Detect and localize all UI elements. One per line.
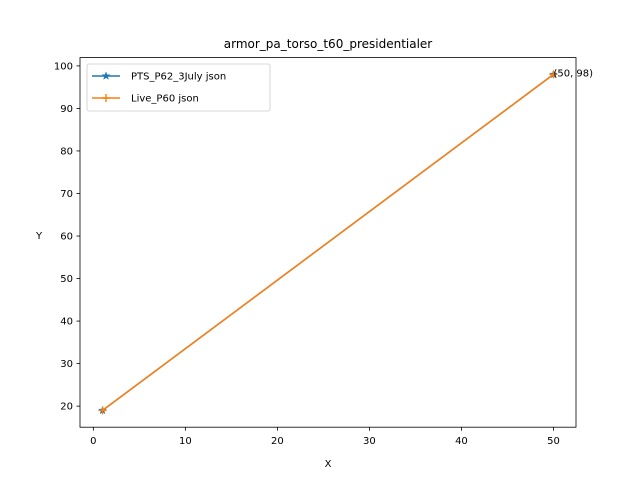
y-tick-label: 90 <box>60 104 73 115</box>
y-tick-label: 40 <box>60 317 73 328</box>
x-axis: 0 10 20 30 40 50 <box>90 427 560 447</box>
legend-label: PTS_P62_3July json <box>131 72 226 83</box>
legend-frame <box>86 63 271 112</box>
x-tick-label: 50 <box>547 436 560 447</box>
legend-item: Live_P60 json <box>92 94 199 105</box>
y-tick-label: 50 <box>60 274 73 285</box>
legend-item: PTS_P62_3July json <box>92 71 226 83</box>
chart-title: armor_pa_torso_t60_presidentialer <box>224 37 433 51</box>
series-line <box>102 73 554 412</box>
x-tick-label: 20 <box>271 436 284 447</box>
series-2 <box>98 70 558 415</box>
plot-frame <box>79 57 577 428</box>
y-tick-label: 80 <box>60 146 73 157</box>
y-axis-label: Y <box>35 231 43 242</box>
x-tick-label: 30 <box>363 436 376 447</box>
plot-area <box>98 69 558 415</box>
x-tick-label: 10 <box>179 436 192 447</box>
legend: PTS_P62_3July json Live_P60 json <box>86 63 271 112</box>
y-tick-label: 60 <box>60 232 73 243</box>
y-tick-label: 100 <box>54 61 73 72</box>
legend-marker <box>101 71 111 80</box>
y-tick-label: 70 <box>60 189 73 200</box>
x-tick-label: 40 <box>455 436 468 447</box>
legend-marker <box>102 94 110 102</box>
x-tick-label: 0 <box>90 436 96 447</box>
y-tick-label: 20 <box>60 402 73 413</box>
point-annotation: (50, 98) <box>553 68 593 79</box>
y-axis: 20 30 40 50 60 70 80 90 100 <box>54 61 80 413</box>
data-point <box>549 70 558 79</box>
x-axis-label: X <box>325 459 332 470</box>
y-tick-label: 30 <box>60 359 73 370</box>
annotations: (50, 98) <box>553 68 593 79</box>
data-point <box>98 406 107 415</box>
legend-label: Live_P60 json <box>131 94 199 105</box>
